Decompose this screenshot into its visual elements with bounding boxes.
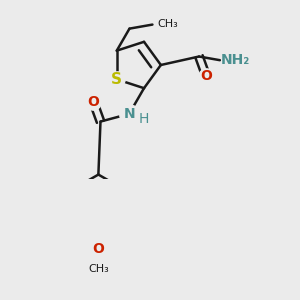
Text: NH₂: NH₂: [221, 53, 250, 67]
Text: O: O: [87, 94, 99, 109]
Text: O: O: [200, 69, 212, 83]
Text: O: O: [92, 242, 104, 256]
Text: S: S: [111, 72, 122, 87]
Text: N: N: [123, 107, 135, 121]
Text: H: H: [139, 112, 149, 126]
Text: CH₃: CH₃: [158, 19, 178, 28]
Text: CH₃: CH₃: [88, 264, 109, 274]
